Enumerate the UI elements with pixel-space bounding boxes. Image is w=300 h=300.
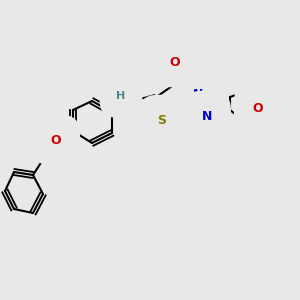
Text: S: S [158,113,166,127]
Text: N: N [202,110,212,122]
Text: O: O [253,101,263,115]
Text: O: O [51,134,61,146]
Text: H: H [116,91,126,101]
Text: O: O [170,56,180,68]
Text: N: N [193,88,203,100]
